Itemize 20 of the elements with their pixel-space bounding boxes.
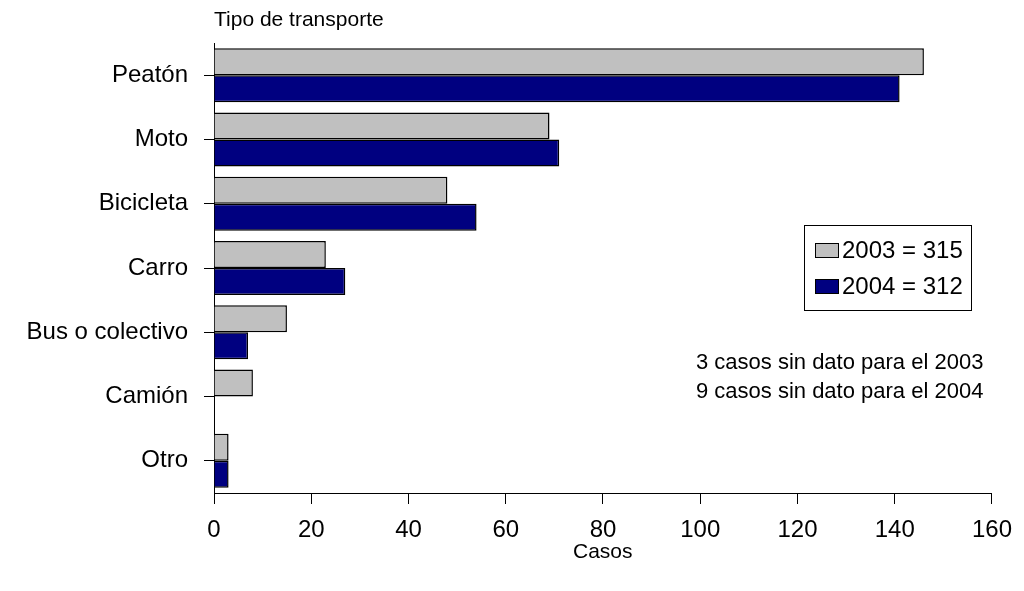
- y-tick-label: Peatón: [111, 59, 188, 87]
- annotation: 3 casos sin dato para el 2003: [695, 348, 984, 376]
- x-tick-label: 20: [297, 515, 325, 543]
- y-tick-label: Moto: [134, 124, 188, 152]
- x-tick-label: 40: [395, 515, 422, 543]
- y-tick-label: Carro: [127, 252, 188, 280]
- legend-label: 2004 = 312: [841, 272, 963, 299]
- x-tick-label: 0: [207, 515, 221, 543]
- legend-label: 2003 = 315: [841, 236, 963, 263]
- x-tick-label: 140: [874, 515, 915, 543]
- x-tick-label: 120: [777, 515, 818, 543]
- y-axis-title: Tipo de transporte: [214, 7, 384, 30]
- y-tick-label: Otro: [141, 445, 188, 473]
- y-tick-label: Bicicleta: [98, 188, 189, 216]
- annotation: 9 casos sin dato para el 2004: [695, 377, 984, 405]
- y-tick-label: Camión: [105, 381, 188, 409]
- x-tick-label: 60: [492, 515, 520, 543]
- x-tick-label: 100: [680, 515, 721, 543]
- y-tick-label: Bus o colectivo: [26, 316, 188, 344]
- x-tick-label: 160: [971, 515, 1012, 543]
